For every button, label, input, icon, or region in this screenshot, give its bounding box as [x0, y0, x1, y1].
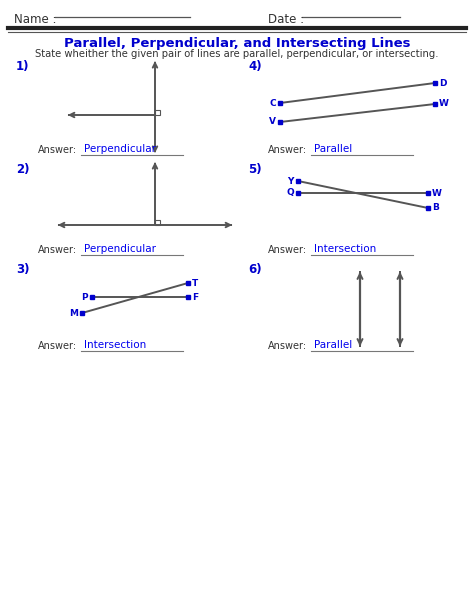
Text: W: W	[439, 99, 449, 109]
Text: Parallel, Perpendicular, and Intersecting Lines: Parallel, Perpendicular, and Intersectin…	[64, 37, 410, 50]
Text: P: P	[82, 292, 88, 302]
Text: 6): 6)	[248, 263, 262, 276]
Text: 4): 4)	[248, 60, 262, 73]
Text: 5): 5)	[248, 163, 262, 176]
Text: T: T	[192, 278, 198, 287]
Text: Intersection: Intersection	[84, 340, 146, 350]
Text: B: B	[432, 204, 439, 213]
Text: Answer:: Answer:	[38, 145, 77, 155]
Text: Answer:: Answer:	[268, 245, 307, 255]
Text: C: C	[269, 99, 276, 107]
Text: W: W	[432, 189, 442, 197]
Text: Name :: Name :	[14, 13, 56, 26]
Text: 2): 2)	[16, 163, 29, 176]
Text: Answer:: Answer:	[38, 245, 77, 255]
Text: M: M	[69, 308, 78, 318]
Text: Date :: Date :	[268, 13, 304, 26]
Text: Answer:: Answer:	[38, 341, 77, 351]
Text: State wheither the given pair of lines are parallel, perpendicular, or intersect: State wheither the given pair of lines a…	[35, 49, 439, 59]
Text: Answer:: Answer:	[268, 341, 307, 351]
Text: Y: Y	[288, 177, 294, 186]
Text: V: V	[269, 118, 276, 126]
Text: Intersection: Intersection	[314, 244, 376, 254]
Text: 1): 1)	[16, 60, 29, 73]
Text: Parallel: Parallel	[314, 340, 352, 350]
Text: Perpendicular: Perpendicular	[84, 144, 156, 154]
Text: Answer:: Answer:	[268, 145, 307, 155]
Text: Perpendicular: Perpendicular	[84, 244, 156, 254]
Text: 3): 3)	[16, 263, 29, 276]
Text: Q: Q	[286, 189, 294, 197]
Text: D: D	[439, 78, 447, 88]
Text: Parallel: Parallel	[314, 144, 352, 154]
Text: F: F	[192, 292, 198, 302]
